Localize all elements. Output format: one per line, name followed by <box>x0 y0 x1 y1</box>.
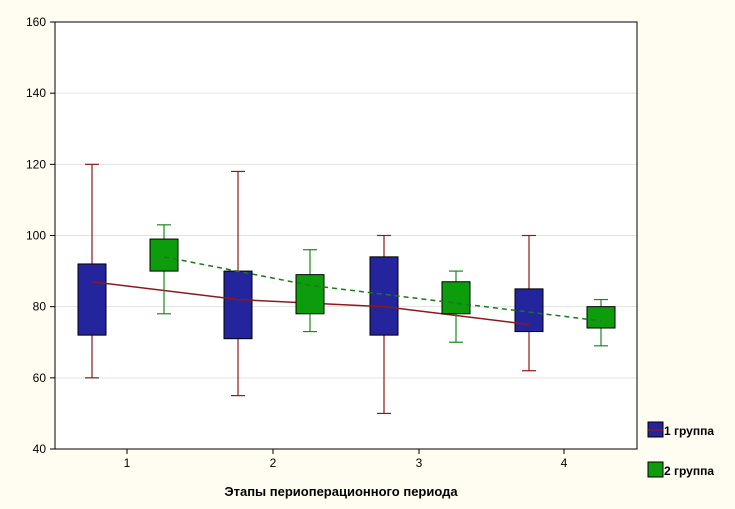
x-tick-label: 4 <box>561 456 568 470</box>
y-tick-label: 100 <box>26 229 46 243</box>
legend-swatch <box>647 461 664 478</box>
y-tick-label: 60 <box>33 371 47 385</box>
x-tick-label: 3 <box>416 456 423 470</box>
y-tick-label: 120 <box>26 157 46 171</box>
y-tick-label: 160 <box>26 15 46 29</box>
plot-frame <box>54 21 638 450</box>
legend-label: 2 группа <box>664 464 714 478</box>
box-1-3 <box>369 256 399 336</box>
mean-line-series-2 <box>163 256 602 322</box>
y-tick-label: 80 <box>33 300 47 314</box>
legend-label: 1 группа <box>664 424 714 438</box>
box-1-4 <box>514 288 544 333</box>
x-axis-title: Этапы периоперационного периода <box>224 484 458 499</box>
box-2-2 <box>295 274 325 315</box>
y-tick-label: 140 <box>26 86 46 100</box>
y-tick-label: 40 <box>33 442 47 456</box>
box-2-4 <box>586 306 616 329</box>
x-tick-label: 1 <box>124 456 131 470</box>
box-2-3 <box>441 281 471 315</box>
box-1-2 <box>223 270 253 340</box>
box-2-1 <box>149 238 179 272</box>
x-tick-label: 2 <box>270 456 277 470</box>
box-1-1 <box>77 263 107 336</box>
